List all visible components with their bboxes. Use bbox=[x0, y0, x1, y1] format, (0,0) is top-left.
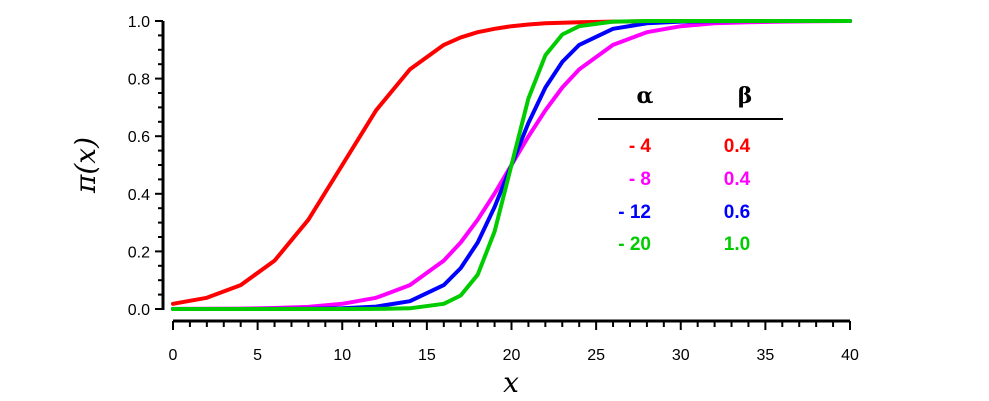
legend-beta-2: 0.4 bbox=[724, 169, 751, 190]
legend-alpha-1: - 4 bbox=[629, 136, 652, 157]
ticks: 0.0 0.2 0.4 0.6 0.8 1.0 0 5 10 15 20 25 30 35 40 bbox=[128, 14, 859, 364]
x-axis-title: x bbox=[503, 366, 519, 399]
y-tick-label: 0.0 bbox=[128, 302, 150, 319]
x-tick-label: 15 bbox=[418, 347, 436, 364]
legend-beta-1: 0.4 bbox=[724, 136, 751, 157]
x-tick-label: 25 bbox=[587, 347, 605, 364]
legend-beta-3: 0.6 bbox=[724, 202, 750, 223]
x-tick-label: 10 bbox=[333, 347, 351, 364]
legend-alpha-4: - 20 bbox=[618, 234, 651, 255]
curves bbox=[171, 19, 852, 311]
legend-header-alpha: α bbox=[637, 83, 654, 109]
x-tick-label: 0 bbox=[169, 347, 178, 364]
x-tick-label: 5 bbox=[253, 347, 262, 364]
legend-alpha-3: - 12 bbox=[618, 202, 651, 223]
y-tick-label: 0.6 bbox=[128, 129, 150, 146]
x-tick-label: 35 bbox=[756, 347, 774, 364]
y-axis-title: π(x) bbox=[69, 137, 102, 194]
y-tick-label: 1.0 bbox=[128, 14, 150, 31]
legend-beta-4: 1.0 bbox=[724, 234, 750, 255]
x-tick-label: 30 bbox=[672, 347, 690, 364]
legend-alpha-2: - 8 bbox=[629, 169, 651, 190]
x-tick-label: 40 bbox=[841, 347, 859, 364]
y-tick-label: 0.4 bbox=[128, 187, 150, 204]
y-tick-label: 0.8 bbox=[128, 72, 150, 89]
y-tick-label: 0.2 bbox=[128, 244, 150, 261]
legend-header-beta: β bbox=[738, 83, 753, 109]
legend: α β - 4 0.4 - 8 0.4 - 12 0.6 - 20 1.0 bbox=[598, 83, 783, 255]
x-tick-label: 20 bbox=[503, 347, 521, 364]
series-line-4 bbox=[171, 19, 852, 311]
